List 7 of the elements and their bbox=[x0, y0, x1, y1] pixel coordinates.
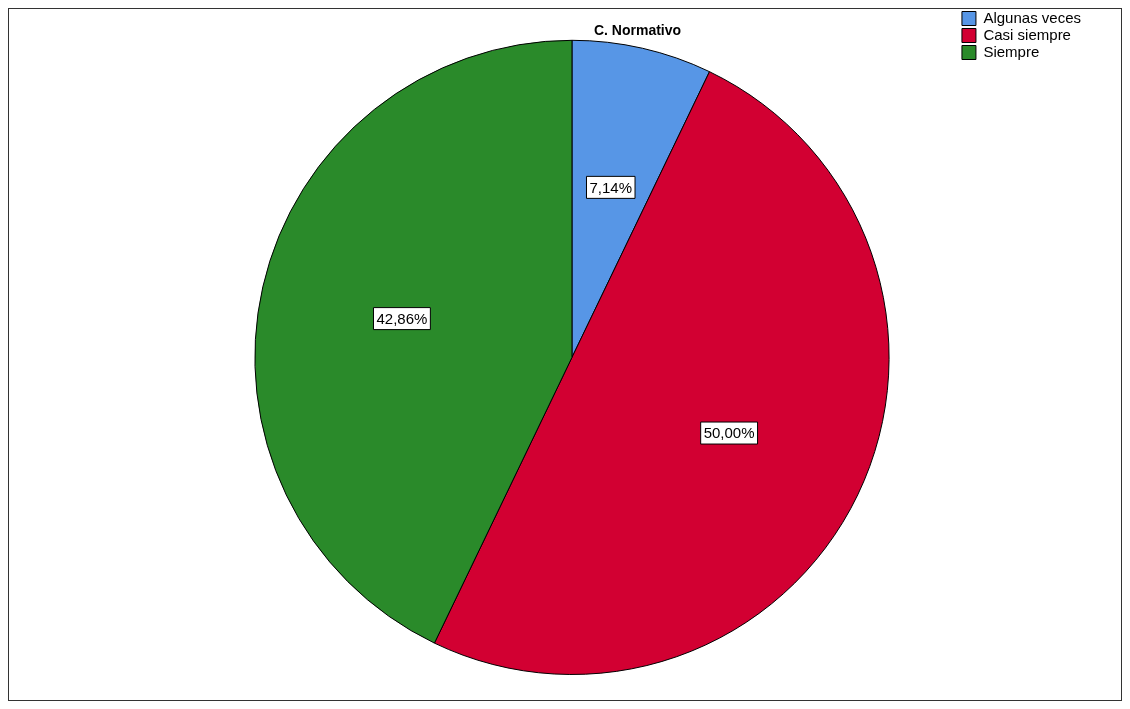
legend-label: Siempre bbox=[983, 42, 1040, 60]
data-label: 7,14% bbox=[589, 178, 633, 196]
data-label: 42,86% bbox=[376, 309, 428, 327]
text: C. Normativo bbox=[593, 22, 682, 39]
legend-label: Casi siempre bbox=[983, 25, 1071, 43]
legend-label: Algunas veces bbox=[983, 8, 1081, 26]
data-label: 50,00% bbox=[703, 424, 755, 442]
